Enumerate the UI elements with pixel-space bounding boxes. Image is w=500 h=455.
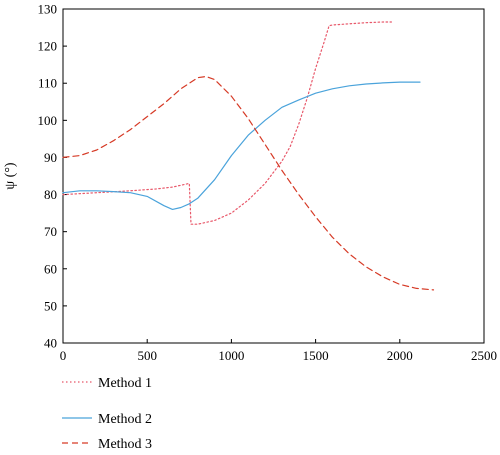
series-line-method-2: [62, 81, 421, 210]
y-tick-label: 120: [38, 39, 58, 54]
y-tick-label: 80: [44, 187, 57, 202]
series-line-method-3: [62, 75, 435, 291]
x-tick-label: 2000: [387, 348, 413, 363]
y-axis-label: ψ (°): [3, 162, 18, 190]
y-tick-label: 110: [38, 76, 57, 91]
y-tick-label: 130: [38, 2, 58, 17]
y-tick-label: 90: [44, 150, 57, 165]
legend-label-method-1: Method 1: [98, 376, 152, 391]
x-tick-label: 2500: [471, 348, 497, 363]
x-tick-label: 500: [137, 348, 157, 363]
x-axis-ticks: 0 500 1000 1500 2000 2500: [60, 339, 497, 363]
y-tick-label: 40: [44, 336, 57, 351]
y-tick-label: 70: [44, 224, 57, 239]
y-tick-label: 100: [38, 113, 58, 128]
legend-label-method-3: Method 3: [98, 437, 152, 452]
series-lines: [62, 21, 435, 291]
legend: Method 1 Method 2 Method 3: [62, 376, 152, 452]
y-tick-label: 50: [44, 298, 57, 313]
x-tick-label: 0: [60, 348, 67, 363]
plot-area-border: [62, 8, 485, 344]
legend-label-method-2: Method 2: [98, 412, 152, 427]
series-line-method-1: [62, 21, 392, 225]
plot-frame: [62, 8, 485, 344]
x-tick-label: 1000: [218, 348, 244, 363]
x-tick-label: 1500: [303, 348, 329, 363]
y-axis-ticks: 40 50 60 70 80 90 100 110 120 130: [38, 2, 67, 351]
y-tick-label: 60: [44, 261, 57, 276]
